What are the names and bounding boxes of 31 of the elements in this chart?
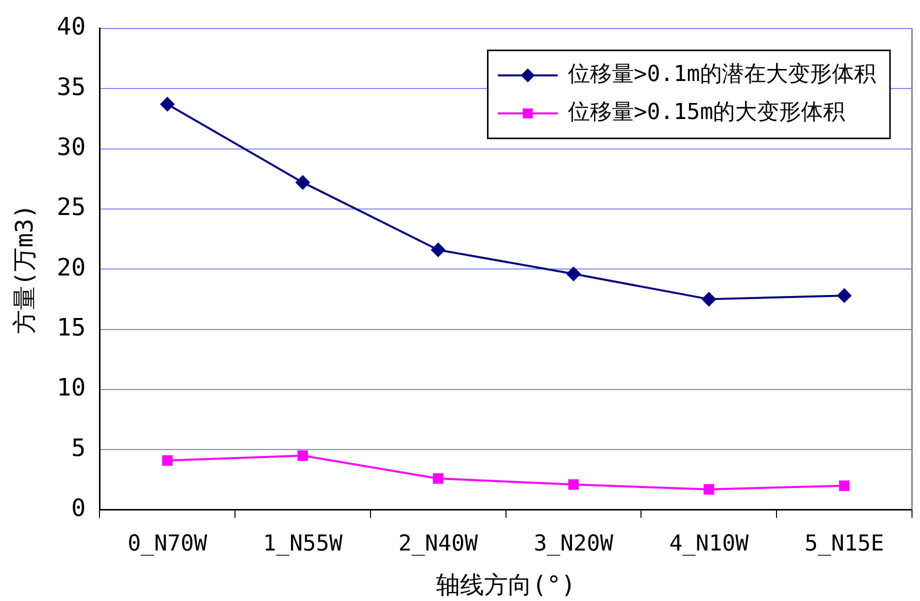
y-axis-title: 方量(万m3) <box>10 204 39 334</box>
point <box>568 479 579 490</box>
point <box>296 175 310 190</box>
x-tick-label: 0_N70W <box>128 532 208 557</box>
x-tick-label: 5_N15E <box>804 532 884 557</box>
x-tick-label: 1_N55W <box>263 532 344 557</box>
x-tick-label: 4_N10W <box>669 532 750 557</box>
y-tick-label: 30 <box>56 132 86 161</box>
legend-label: 位移量>0.1m的潜在大变形体积 <box>568 62 876 88</box>
point <box>432 473 444 484</box>
point <box>704 484 714 495</box>
point <box>702 292 716 306</box>
y-tick-label: 5 <box>71 434 86 462</box>
point <box>160 97 174 112</box>
y-tick-label: 15 <box>56 314 86 342</box>
x-tick-label: 3_N20W <box>534 532 614 557</box>
point <box>566 266 581 281</box>
point <box>298 450 308 461</box>
y-tick-label: 40 <box>56 12 86 41</box>
y-tick-label: 35 <box>56 72 86 101</box>
point <box>837 288 852 303</box>
point <box>839 480 850 491</box>
point <box>431 242 446 257</box>
x-axis-title: 轴线方向(°) <box>436 570 576 599</box>
y-tick-label: 0 <box>71 494 86 522</box>
x-tick-label: 2_N40W <box>398 532 479 557</box>
legend-label: 位移量>0.15m的大变形体积 <box>568 100 846 126</box>
y-tick-label: 25 <box>56 193 86 222</box>
y-tick-label: 20 <box>56 253 86 282</box>
point <box>162 455 173 466</box>
y-tick-label: 10 <box>56 374 86 402</box>
